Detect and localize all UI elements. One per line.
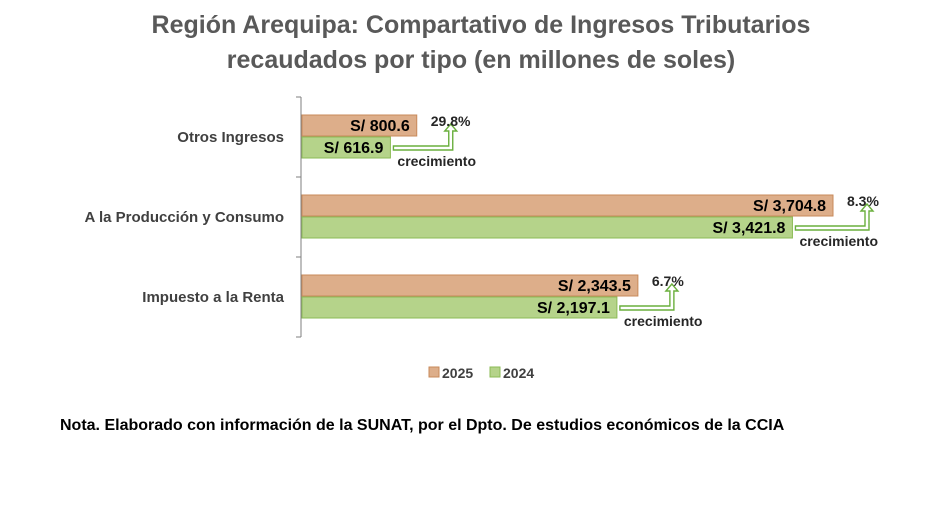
growth-word-label: crecimiento: [397, 153, 476, 169]
bar-value-label: S/ 2,197.1: [537, 300, 610, 317]
source-note: Nota. Elaborado con información de la SU…: [60, 417, 785, 434]
bar-2024: [301, 136, 391, 159]
growth-percent-label: 8.3%: [847, 193, 879, 209]
legend-swatch-2024: [489, 366, 501, 378]
bar-chart: Otros Ingresos S/ 800.6 S/ 616.9 29.8% creci…: [85, 96, 879, 381]
growth-percent-label: 6.7%: [652, 273, 684, 289]
bar-2024: [301, 216, 793, 239]
legend-label: 2025: [442, 365, 473, 381]
bar-2025: [301, 194, 834, 217]
growth-percent-label: 29.8%: [431, 113, 471, 129]
growth-arrow: [392, 122, 459, 151]
bar-2025: [301, 114, 418, 137]
bar-value-label: S/ 616.9: [324, 140, 384, 157]
category-label: Otros Ingresos: [177, 129, 284, 146]
chart-title-line-2: recaudados por tipo (en millones de sole…: [226, 46, 736, 74]
bar-value-label: S/ 800.6: [350, 118, 410, 135]
bar-value-label: S/ 2,343.5: [558, 278, 631, 295]
bar-2025: [301, 274, 639, 297]
growth-arrow: [794, 202, 875, 231]
category-label: A la Producción y Consumo: [85, 209, 284, 226]
bar-value-label: S/ 3,704.8: [753, 198, 826, 215]
bar-value-label: S/ 3,421.8: [712, 220, 785, 237]
growth-word-label: crecimiento: [624, 313, 703, 329]
growth-word-label: crecimiento: [799, 233, 878, 249]
chart-title-line-1: Región Arequipa: Compartativo de Ingreso…: [151, 11, 811, 39]
legend-label: 2024: [503, 365, 534, 381]
chart-title: Región Arequipa: Compartativo de Ingreso…: [0, 8, 931, 78]
legend-swatch-2025: [428, 366, 440, 378]
growth-arrow: [619, 282, 680, 311]
category-label: Impuesto a la Renta: [142, 289, 284, 306]
bar-2024: [301, 296, 618, 319]
